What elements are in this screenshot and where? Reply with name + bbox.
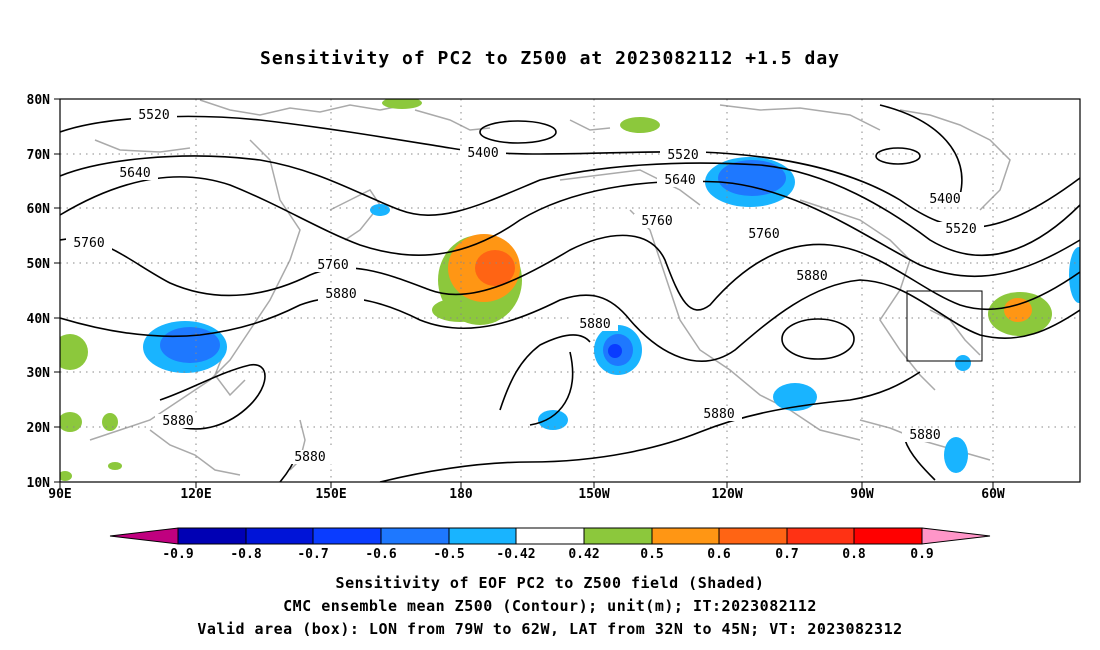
contour-label-layer: 5520 5400 5520 5640 5640 5760 5760 5760 … [66,108,984,465]
colorbar-cell [718,527,788,545]
colorbar: -0.9 -0.8 -0.7 -0.6 -0.5 -0.42 0.42 0.5 … [109,527,991,562]
negative-region [944,437,968,473]
map-frame [59,98,1081,483]
contour-label: 5760 [73,236,104,251]
contour-label: 5640 [664,173,695,188]
colorbar-label: 0.9 [910,547,933,562]
positive-region [60,412,82,432]
contour-label: 5520 [945,222,976,237]
contour-label: 5760 [641,214,672,229]
colorbar-label: 0.7 [775,547,798,562]
colorbar-cell [515,527,585,545]
contour-label: 5880 [579,317,610,332]
colorbar-under-triangle [109,527,179,545]
lon-label: 120W [711,487,742,502]
lat-label: 80N [27,93,51,108]
figure-title: Sensitivity of PC2 to Z500 at 2023082112… [259,48,840,69]
colorbar-over-triangle [921,527,991,545]
lon-label: 90E [48,487,71,502]
lon-label: 90W [850,487,874,502]
sensitivity-shading [60,99,1080,481]
positive-region [620,117,660,133]
lat-label: 40N [27,312,51,327]
colorbar-label: 0.5 [640,547,663,562]
footer-line-shading: Sensitivity of EOF PC2 to Z500 field (Sh… [335,574,765,592]
positive-region [1004,298,1032,322]
lon-label: 150E [315,487,346,502]
lat-label: 60N [27,202,51,217]
contour-label: 5880 [294,450,325,465]
colorbar-label: -0.9 [162,547,193,562]
negative-region [718,160,786,196]
lat-label: 20N [27,421,51,436]
contour-label: 5400 [929,192,960,207]
contour-label: 5880 [796,269,827,284]
footer-line-contour: CMC ensemble mean Z500 (Contour); unit(m… [283,597,817,615]
lat-label: 10N [27,476,51,491]
colorbar-label: -0.7 [297,547,328,562]
colorbar-cell [312,527,382,545]
lon-label: 150W [578,487,609,502]
colorbar-label: -0.6 [365,547,396,562]
contour-label: 5520 [667,148,698,163]
colorbar-cell [177,527,247,545]
colorbar-cell [853,527,923,545]
negative-region [538,410,568,430]
contour-label: 5880 [909,428,940,443]
colorbar-cell [786,527,855,545]
colorbar-cell [583,527,653,545]
lon-label: 60W [981,487,1005,502]
contour-label: 5760 [748,227,779,242]
contour-label: 5760 [317,258,348,273]
colorbar-cell [651,527,720,545]
negative-region [955,355,971,371]
lon-label: 120E [180,487,211,502]
axis-ticks [54,98,994,488]
positive-region [382,99,422,109]
negative-region [370,204,390,216]
contour-label: 5880 [162,414,193,429]
lat-label: 50N [27,257,51,272]
colorbar-label: 0.42 [568,547,599,562]
colorbar-cell [448,527,517,545]
lat-label: 30N [27,366,51,381]
z500-contours [60,104,1080,482]
contour-label: 5400 [467,146,498,161]
positive-region [60,471,72,481]
lat-label: 70N [27,148,51,163]
negative-region [160,327,220,363]
contour-label: 5520 [138,108,169,123]
colorbar-label: 0.8 [842,547,866,562]
contour-label: 5880 [703,407,734,422]
positive-region [432,298,488,322]
colorbar-label: 0.6 [707,547,731,562]
footer-line-valid-area: Valid area (box): LON from 79W to 62W, L… [197,620,903,638]
negative-region [1069,247,1080,303]
negative-region [608,344,622,358]
colorbar-label: -0.8 [230,547,261,562]
colorbar-cell [380,527,450,545]
positive-region [60,334,88,370]
colorbar-label: -0.5 [433,547,464,562]
colorbar-cell [245,527,314,545]
positive-region [102,413,118,431]
contour-label: 5880 [325,287,356,302]
lon-label: 180 [449,487,473,502]
colorbar-label: -0.42 [496,547,535,562]
positive-region [108,462,122,470]
positive-region [475,250,515,286]
valid-area-box [906,290,983,362]
negative-region [773,383,817,411]
contour-label: 5640 [119,166,150,181]
